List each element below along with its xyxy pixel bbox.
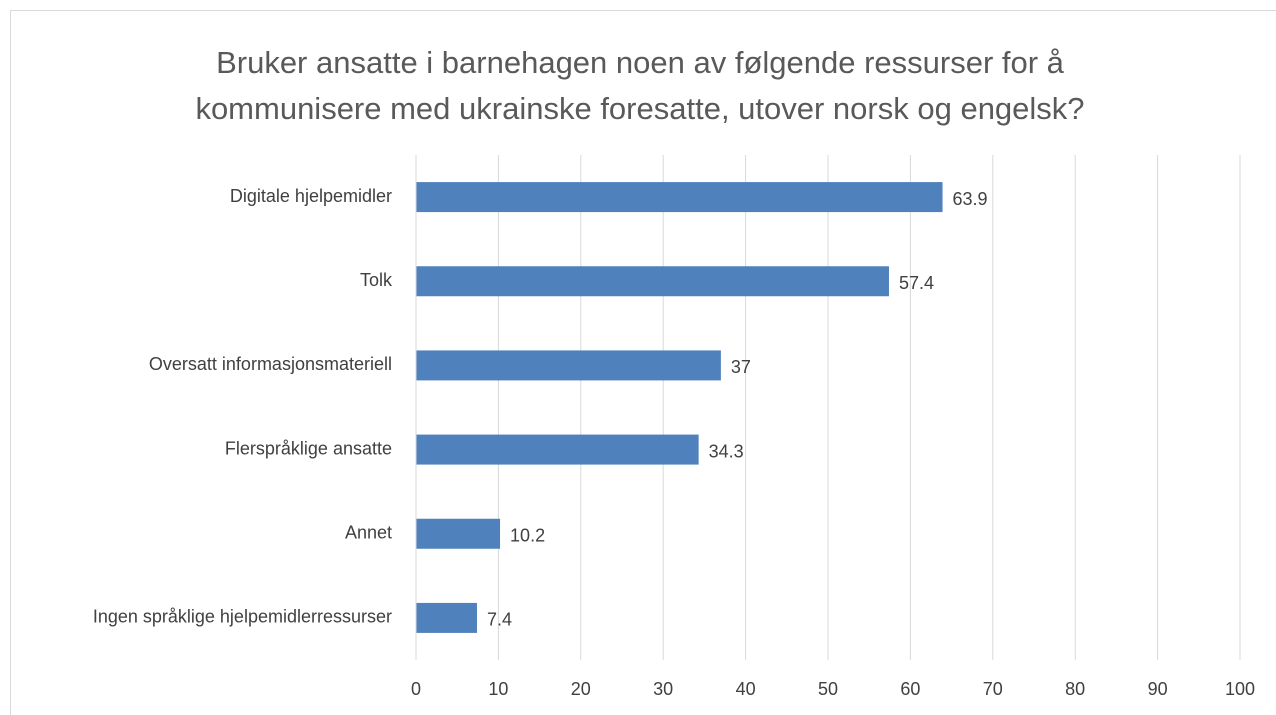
x-tick-label: 30	[653, 679, 673, 699]
data-label: 63.9	[953, 189, 988, 209]
bar	[416, 350, 721, 381]
y-tick-label: Flerspråklige ansatte	[225, 438, 392, 458]
x-tick-label: 90	[1148, 679, 1168, 699]
y-tick-label: Oversatt informasjonsmateriell	[149, 354, 392, 374]
x-tick-label: 100	[1225, 679, 1255, 699]
data-label: 37	[731, 357, 751, 377]
data-label: 34.3	[709, 441, 744, 461]
y-tick-label: Digitale hjelpemidler	[230, 186, 392, 206]
y-tick-label: Annet	[345, 523, 392, 543]
bar	[416, 182, 943, 213]
data-label: 7.4	[487, 610, 512, 630]
x-tick-label: 40	[736, 679, 756, 699]
x-tick-label: 0	[411, 679, 421, 699]
bar	[416, 602, 477, 633]
bar	[416, 434, 699, 465]
chart-title: Bruker ansatte i barnehagen noen av følg…	[195, 45, 1085, 126]
data-label: 57.4	[899, 273, 934, 293]
y-tick-label: Tolk	[360, 270, 393, 290]
x-tick-label: 20	[571, 679, 591, 699]
bar	[416, 266, 889, 297]
chart-frame	[10, 10, 1276, 715]
x-tick-label: 10	[488, 679, 508, 699]
x-tick-label: 50	[818, 679, 838, 699]
x-tick-label: 60	[900, 679, 920, 699]
x-tick-label: 80	[1065, 679, 1085, 699]
x-tick-label: 70	[983, 679, 1003, 699]
data-label: 10.2	[510, 526, 545, 546]
y-tick-label: Ingen språklige hjelpemidlerressurser	[93, 607, 392, 627]
bar	[416, 518, 501, 549]
